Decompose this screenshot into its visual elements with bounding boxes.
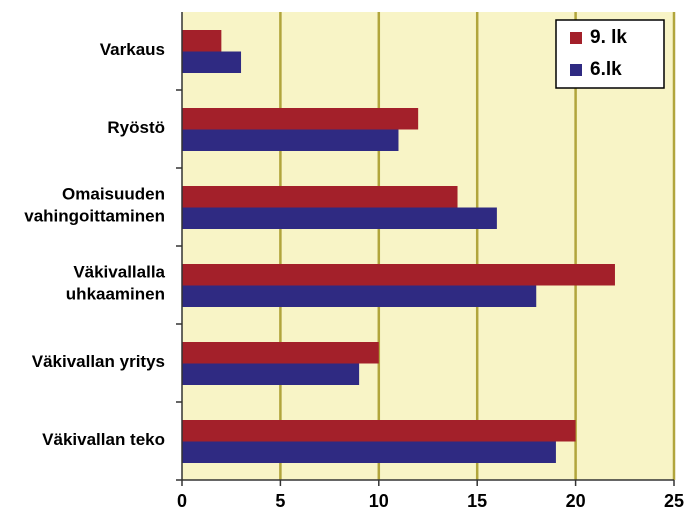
- bar: [182, 186, 458, 208]
- bar: [182, 342, 379, 364]
- bar: [182, 285, 537, 307]
- bar: [182, 51, 242, 73]
- legend-swatch: [570, 32, 582, 44]
- x-tick-label: 0: [177, 491, 187, 511]
- x-tick-label: 25: [664, 491, 684, 511]
- legend-box: [555, 19, 665, 89]
- y-tick-label: Ryöstö: [107, 118, 165, 137]
- legend-label: 9. lk: [590, 27, 627, 48]
- bar: [182, 363, 360, 385]
- x-tick-label: 10: [369, 491, 389, 511]
- x-tick-label: 20: [566, 491, 586, 511]
- y-tick-label: Omaisuuden vahingoittaminen: [24, 185, 165, 226]
- bar: [182, 441, 556, 463]
- bar: [182, 420, 576, 442]
- bar: [182, 129, 399, 151]
- bar: [182, 108, 419, 130]
- legend-label: 6.lk: [590, 59, 622, 80]
- x-tick-label: 5: [275, 491, 285, 511]
- bar: [182, 30, 222, 52]
- y-tick-label: Väkivallan yritys: [32, 352, 165, 371]
- bar: [182, 207, 497, 229]
- bar: [182, 264, 615, 286]
- y-tick-label: Varkaus: [100, 40, 165, 59]
- x-tick-label: 15: [467, 491, 487, 511]
- legend-swatch: [570, 64, 582, 76]
- y-tick-label: Väkivallalla uhkaaminen: [66, 263, 166, 304]
- plot-background: [182, 12, 674, 480]
- y-tick-label: Väkivallan teko: [42, 430, 165, 449]
